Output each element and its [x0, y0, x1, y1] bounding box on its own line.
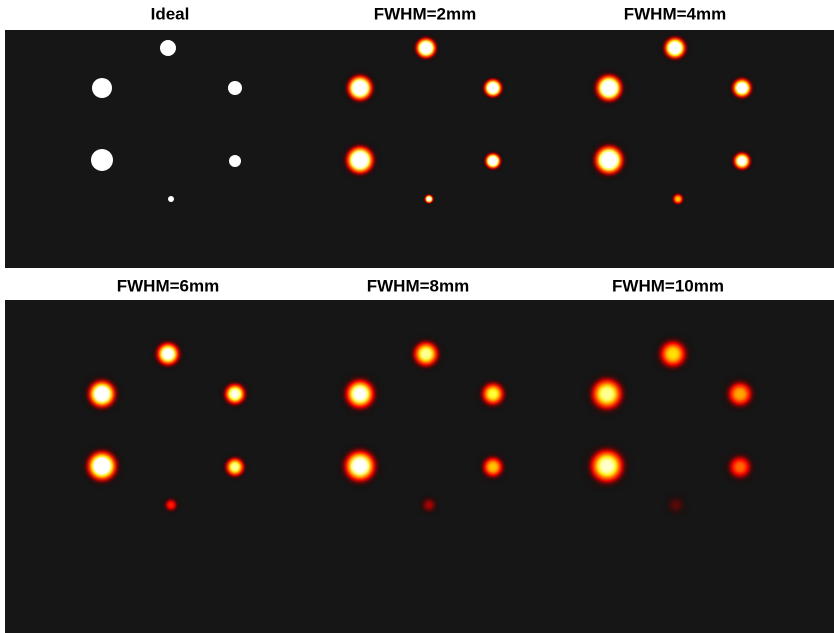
blurred-spot [577, 436, 638, 497]
figure: Ideal FWHM=2mm FWHM=4mm FWHM=6mm FWHM=8mm FWH… [0, 0, 834, 633]
blurred-spot [715, 369, 765, 419]
blurred-spot [148, 334, 189, 375]
blurred-spot [657, 30, 693, 66]
blurred-spot [338, 138, 383, 183]
blurred-spot [471, 372, 515, 416]
blurred-spot [334, 368, 386, 420]
source-spot [168, 196, 174, 202]
panel-title: FWHM=4mm [624, 4, 726, 23]
blurred-spot [218, 450, 253, 485]
blurred-spot [472, 446, 513, 487]
blurred-spot [332, 438, 387, 493]
blurred-spot [578, 365, 636, 423]
blurred-spot [478, 73, 507, 102]
blurred-spot [216, 375, 254, 413]
source-spot [92, 78, 112, 98]
blurred-spot [587, 66, 630, 109]
blurred-spot [403, 331, 449, 377]
panel-title: FWHM=6mm [117, 276, 219, 295]
blurred-spot [668, 189, 689, 210]
blurred-spot [727, 146, 756, 175]
blurred-spot [78, 370, 125, 417]
blurred-spot [411, 487, 447, 523]
panel-title: FWHM=8mm [367, 276, 469, 295]
source-spot [228, 81, 242, 95]
panel-title: Ideal [151, 4, 190, 23]
blurred-spot [157, 491, 185, 519]
blurred-spot [77, 441, 128, 492]
blurred-spot [716, 443, 764, 491]
blurred-spot [340, 68, 381, 109]
source-spot [91, 149, 113, 171]
image-strip-top [5, 30, 834, 268]
panel-title: FWHM=10mm [612, 276, 724, 295]
panel-title: FWHM=2mm [374, 4, 476, 23]
source-spot [229, 155, 241, 167]
blurred-spot [654, 483, 698, 527]
blurred-spot [647, 328, 700, 381]
blurred-spot [409, 31, 442, 64]
blurred-spot [585, 136, 632, 183]
blurred-spot [480, 148, 505, 173]
blurred-spot [422, 192, 437, 207]
source-spot [160, 40, 176, 56]
blurred-spot [726, 72, 759, 105]
